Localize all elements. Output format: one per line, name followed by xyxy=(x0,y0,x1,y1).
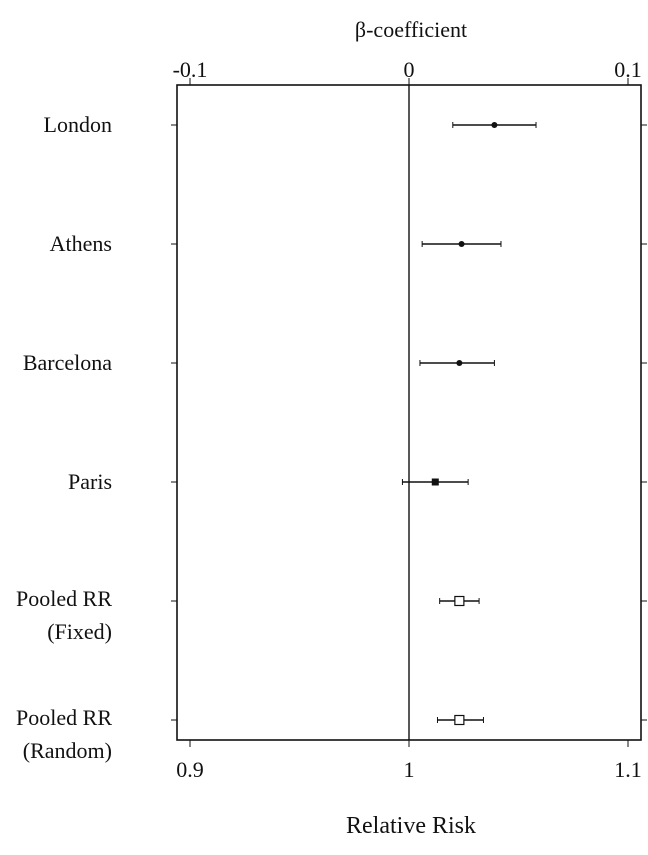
top-axis-tick-label: 0.1 xyxy=(614,57,642,82)
row-label: Athens xyxy=(50,231,112,256)
bottom-axis-tick-label: 1 xyxy=(404,757,415,782)
top-axis-tick-label: -0.1 xyxy=(173,57,208,82)
row-label-sub: (Fixed) xyxy=(47,619,112,644)
top-axis-title: β-coefficient xyxy=(355,17,467,42)
row-label: Pooled RR xyxy=(16,586,112,611)
bottom-axis-title: Relative Risk xyxy=(346,813,476,839)
point-estimate xyxy=(456,360,463,366)
point-estimate xyxy=(491,122,498,128)
point-estimate xyxy=(431,478,439,486)
row-label: Pooled RR xyxy=(16,705,112,730)
point-estimate xyxy=(454,714,465,726)
top-axis-tick-label: 0 xyxy=(404,57,415,82)
row-label: Paris xyxy=(68,469,112,494)
row-label: Barcelona xyxy=(23,350,112,375)
point-estimate xyxy=(458,241,465,247)
bottom-axis-tick-label: 1.1 xyxy=(614,757,642,782)
bottom-axis-tick-label: 0.9 xyxy=(176,757,204,782)
point-estimate xyxy=(454,595,465,607)
row-label: London xyxy=(44,112,112,137)
row-label-sub: (Random) xyxy=(23,738,112,763)
